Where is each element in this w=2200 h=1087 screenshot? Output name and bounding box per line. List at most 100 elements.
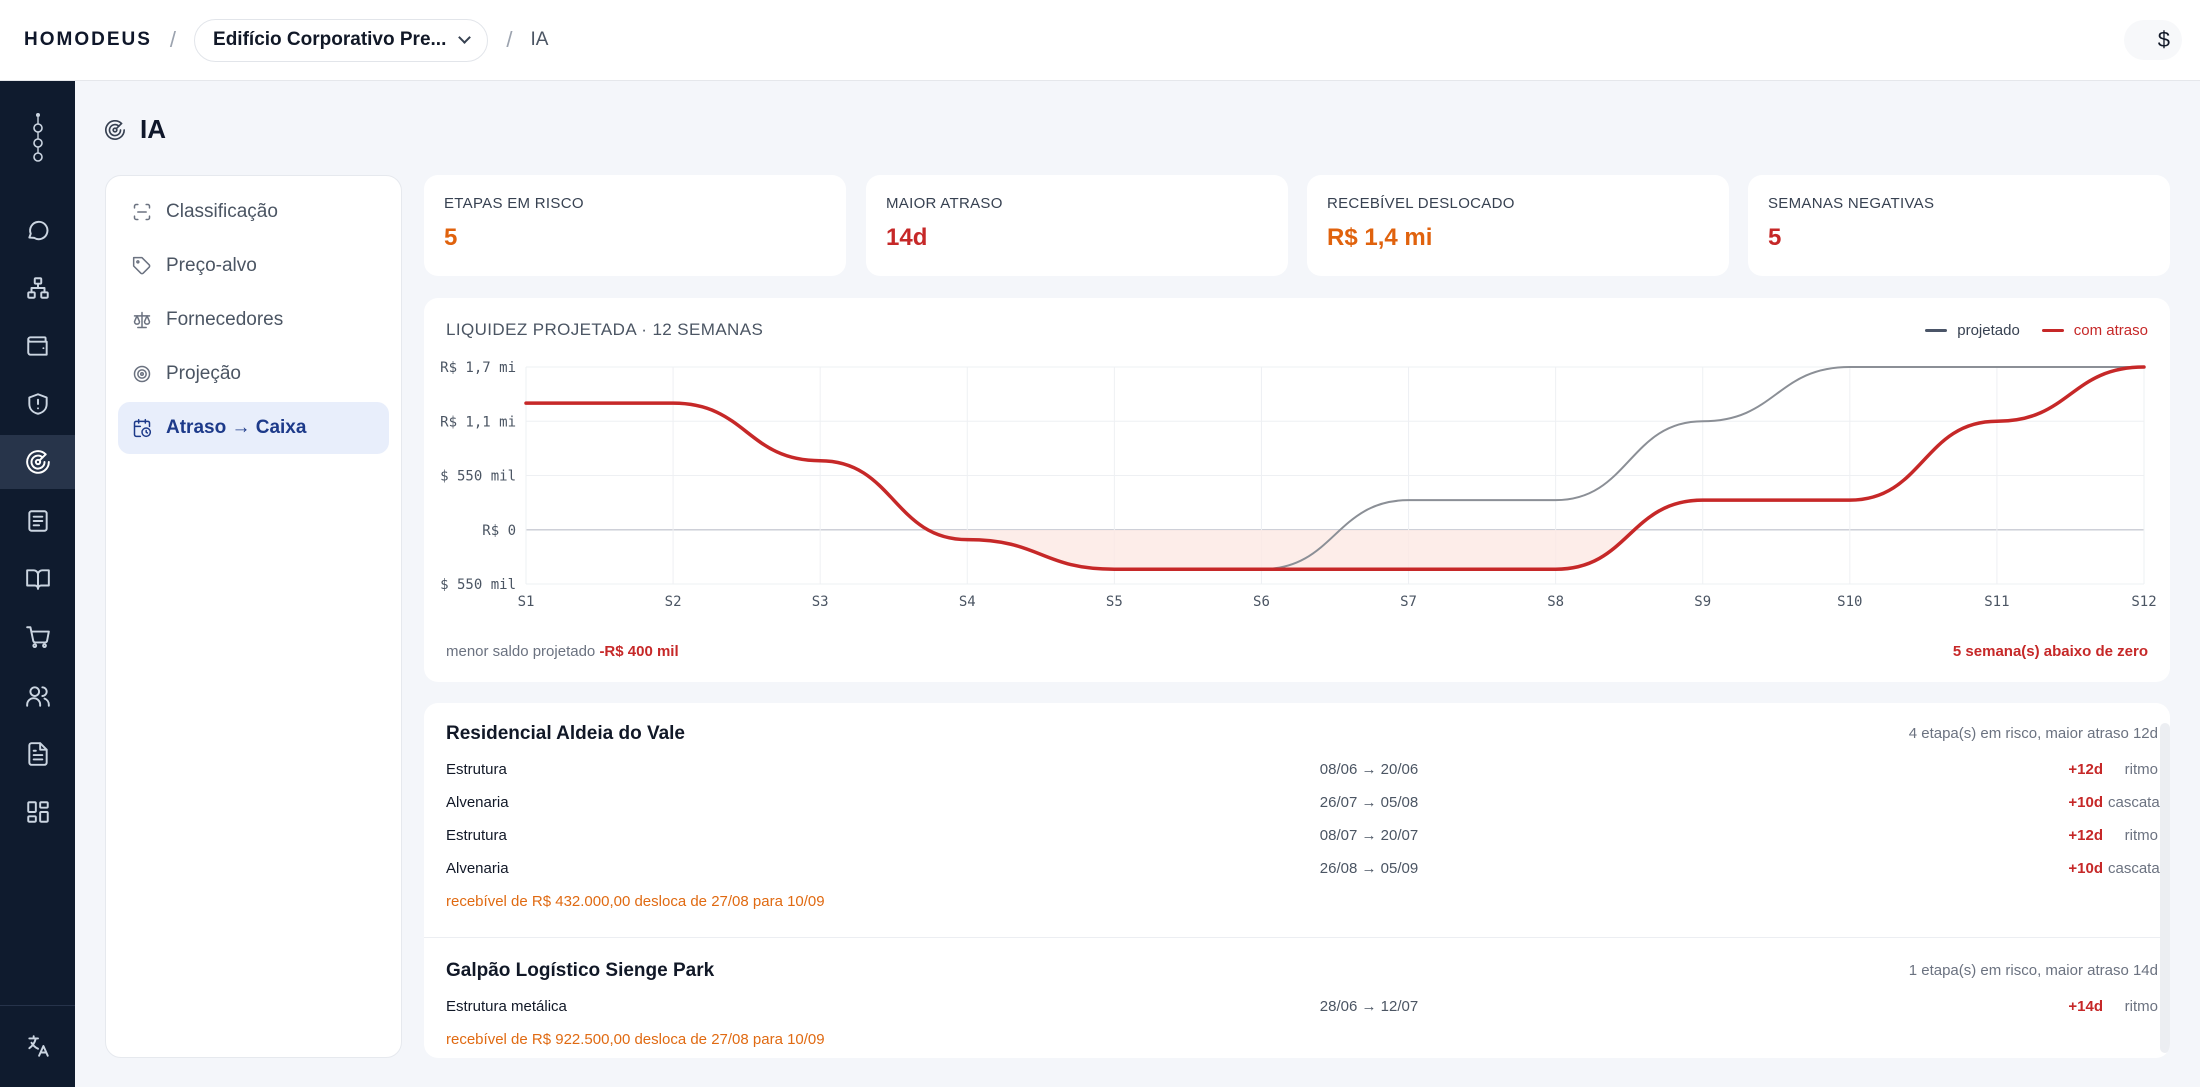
liquidity-chart: R$ 1,7 mi R$ 1,1 mi $ 550 mil R$ 0 $ 550 mil… (440, 360, 2157, 610)
x-tick-label: S7 (1400, 594, 1417, 610)
y-tick-label: $ 550 mil (440, 469, 516, 485)
stage-delay: +10d (2068, 794, 2103, 811)
app-logo-icon[interactable] (0, 111, 75, 171)
y-tick-label: R$ 0 (482, 523, 516, 539)
ai-tools-nav: Classificação Preço-alvo Fornecedores Pr… (105, 175, 402, 1058)
project-summary: 1 etapa(s) em risco, maior atraso 14d (1908, 962, 2158, 979)
chevron-down-icon (458, 31, 472, 44)
nav-item-label: Fornecedores (166, 309, 284, 330)
series-line-com-atraso (524, 365, 2146, 571)
org-chart-icon[interactable] (0, 261, 75, 315)
breadcrumb-separator: / (506, 27, 513, 52)
dollar-icon: $ (2157, 27, 2170, 52)
wallet-icon[interactable] (0, 319, 75, 373)
chat-icon[interactable] (0, 203, 75, 257)
stage-dates: 08/07 → 20/07 (1319, 827, 1419, 844)
breadcrumb-separator: / (169, 27, 177, 52)
project-card: Galpão Logístico Sienge Park 1 etapa(s) … (446, 960, 2158, 1048)
x-tick-label: S8 (1547, 594, 1564, 610)
project-name[interactable]: Residencial Aldeia do Vale (446, 723, 686, 744)
currency-button[interactable]: $ (2124, 20, 2182, 60)
stage-row: Estrutura 08/06 → 20/06 +12d ritmo (446, 753, 2158, 786)
users-icon[interactable] (0, 669, 75, 723)
kpi-card-maior-atraso: MAIOR ATRASO 14d (866, 175, 1288, 276)
radar-icon[interactable] (0, 435, 75, 489)
page-header: IA (104, 114, 166, 145)
grid-icon[interactable] (0, 785, 75, 839)
nav-item-projecao[interactable]: Projeção (118, 348, 389, 400)
scale-icon (133, 311, 151, 329)
x-tick-label: S2 (665, 594, 682, 610)
x-tick-label: S3 (812, 594, 829, 610)
kpi-card-recebivel-deslocado: RECEBÍVEL DESLOCADO R$ 1,4 mi (1307, 175, 1729, 276)
stage-name: Estrutura (446, 761, 507, 778)
kpi-label: RECEBÍVEL DESLOCADO (1327, 195, 1515, 212)
page-title: IA (140, 114, 166, 144)
x-tick-label: S6 (1253, 594, 1270, 610)
lowest-balance-note: menor saldo projetado -R$ 400 mil (446, 643, 679, 660)
x-tick-label: S10 (1837, 594, 1862, 610)
nav-item-label: Preço-alvo (166, 255, 257, 276)
kpi-label: ETAPAS EM RISCO (444, 195, 584, 212)
nav-item-fornecedores[interactable]: Fornecedores (118, 294, 389, 346)
lowest-balance-value: -R$ 400 mil (599, 643, 679, 660)
project-summary: 4 etapa(s) em risco, maior atraso 12d (1908, 725, 2158, 742)
x-tick-label: S4 (959, 594, 976, 610)
x-tick-label: S1 (518, 594, 535, 610)
legend-item-projetado: projetado (1925, 322, 2020, 339)
stage-delay: +14d (2068, 998, 2103, 1015)
stage-dates: 28/06 → 12/07 (1319, 998, 1419, 1015)
kpi-label: SEMANAS NEGATIVAS (1768, 195, 1935, 212)
stage-dates: 26/07 → 05/08 (1319, 794, 1419, 811)
y-tick-label: R$ 1,1 mi (440, 414, 516, 430)
stage-name: Alvenaria (446, 794, 509, 811)
stage-dates: 08/06 → 20/06 (1319, 761, 1419, 778)
list-doc-icon[interactable] (0, 494, 75, 548)
scan-icon (133, 203, 151, 221)
x-tick-label: S11 (1984, 594, 2009, 610)
stage-delay: +12d (2068, 827, 2103, 844)
project-card: Residencial Aldeia do Vale 4 etapa(s) em… (446, 723, 2160, 910)
stage-row: Estrutura 08/07 → 20/07 +12d ritmo (446, 819, 2158, 852)
translate-icon[interactable] (0, 1019, 75, 1073)
chart-title: LIQUIDEZ PROJETADA · 12 SEMANAS (446, 320, 764, 339)
brand-logo[interactable]: HOMODEUS (24, 29, 152, 50)
at-risk-projects-list: Residencial Aldeia do Vale 4 etapa(s) em… (424, 703, 2170, 1058)
nav-item-label: Atraso → Caixa (166, 417, 307, 438)
y-tick-label: R$ 1,7 mi (440, 360, 516, 376)
cart-icon[interactable] (0, 610, 75, 664)
stage-name: Estrutura (446, 827, 507, 844)
book-icon[interactable] (0, 552, 75, 606)
stage-delay-kind: cascata (2108, 860, 2160, 877)
nav-item-classificacao[interactable]: Classificação (118, 186, 389, 238)
radar-icon (105, 119, 125, 140)
shield-alert-icon[interactable] (0, 377, 75, 431)
stage-name: Estrutura metálica (446, 998, 567, 1015)
stage-delay: +12d (2068, 761, 2103, 778)
sidebar (0, 81, 75, 1087)
kpi-value: 14d (886, 224, 928, 251)
y-tick-label: $ 550 mil (440, 577, 516, 593)
nav-item-label: Classificação (166, 201, 278, 222)
legend-label: com atraso (2073, 322, 2148, 339)
project-selector[interactable]: Edifício Corporativo Pre... (194, 18, 489, 62)
nav-item-preco-alvo[interactable]: Preço-alvo (118, 240, 389, 292)
file-text-icon[interactable] (0, 727, 75, 781)
stage-row: Estrutura metálica 28/06 → 12/07 +14d ri… (446, 990, 2158, 1023)
receivable-shift-note: recebível de R$ 922.500,00 desloca de 27… (446, 1031, 825, 1048)
stage-delay-kind: ritmo (2124, 827, 2158, 844)
project-name[interactable]: Galpão Logístico Sienge Park (446, 960, 715, 981)
top-bar: HOMODEUS / Edifício Corporativo Pre... /… (0, 0, 2200, 81)
scrollbar[interactable] (2160, 723, 2170, 1053)
stage-row: Alvenaria 26/08 → 05/09 +10d cascata (446, 852, 2160, 885)
negative-weeks-note: 5 semana(s) abaixo de zero (1952, 643, 2148, 660)
kpi-label: MAIOR ATRASO (886, 195, 1003, 212)
project-header: Galpão Logístico Sienge Park 1 etapa(s) … (446, 960, 2158, 990)
nav-item-atraso-caixa[interactable]: Atraso → Caixa (118, 402, 389, 454)
stage-delay-kind: cascata (2108, 794, 2160, 811)
sidebar-divider (0, 1005, 75, 1006)
receivable-shift-note: recebível de R$ 432.000,00 desloca de 27… (446, 893, 825, 910)
project-header: Residencial Aldeia do Vale 4 etapa(s) em… (446, 723, 2158, 753)
x-tick-label: S9 (1694, 594, 1711, 610)
negative-balance-area (526, 529, 2144, 570)
